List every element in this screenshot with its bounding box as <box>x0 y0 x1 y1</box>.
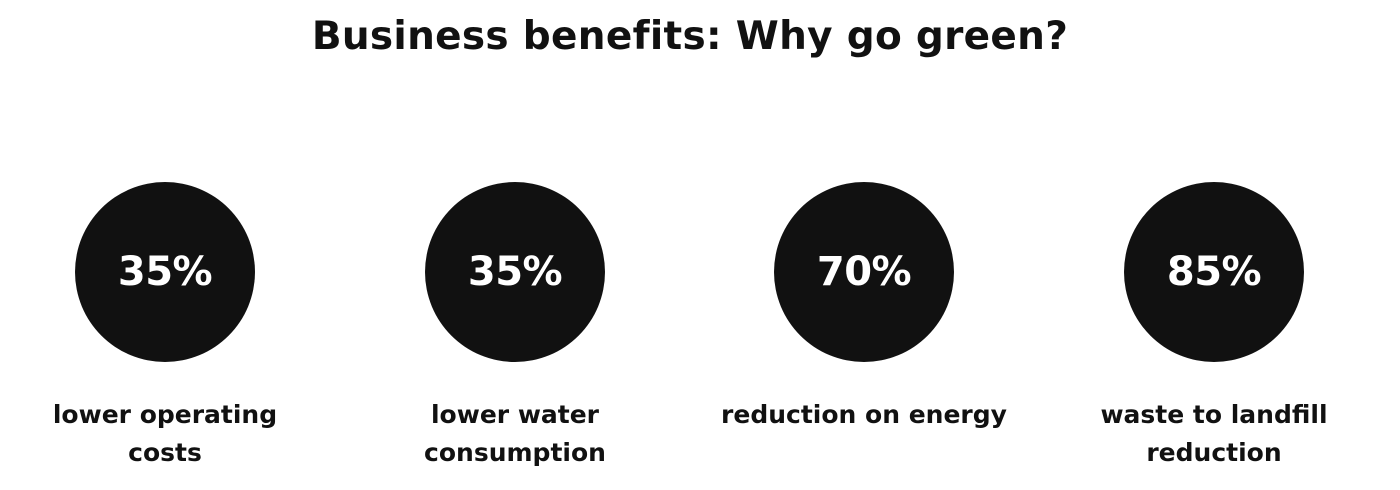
stat-label-line: costs <box>128 438 202 467</box>
stat-circle: 35% <box>75 182 255 362</box>
stat-item-landfill-reduction: 85% waste to landfill reduction <box>1064 182 1364 472</box>
stat-value: 85% <box>1166 249 1262 295</box>
stat-label-line: lower water <box>430 400 600 429</box>
stat-value: 70% <box>816 249 912 295</box>
stat-circle: 35% <box>425 182 605 362</box>
stat-item-energy-reduction: 70% reduction on energy <box>714 182 1014 434</box>
stat-circle: 85% <box>1124 182 1304 362</box>
stat-label-line: reduction on energy <box>721 400 1007 429</box>
stat-circle: 70% <box>774 182 954 362</box>
stat-item-water-consumption: 35% lower water consumption <box>365 182 665 472</box>
stat-label: reduction on energy <box>714 396 1014 434</box>
stat-label: waste to landfill reduction <box>1064 396 1364 472</box>
page-title: Business benefits: Why go green? <box>311 14 1069 59</box>
stat-label-line: waste to landfill <box>1100 400 1328 429</box>
stat-label-line: lower operating <box>52 400 278 429</box>
stat-label: lower water consumption <box>365 396 665 472</box>
stat-item-operating-costs: 35% lower operating costs <box>15 182 315 472</box>
stat-label-line: reduction <box>1146 438 1282 467</box>
stat-value: 35% <box>467 249 563 295</box>
stat-label: lower operating costs <box>15 396 315 472</box>
stat-label-line: consumption <box>424 438 606 467</box>
stat-value: 35% <box>117 249 213 295</box>
